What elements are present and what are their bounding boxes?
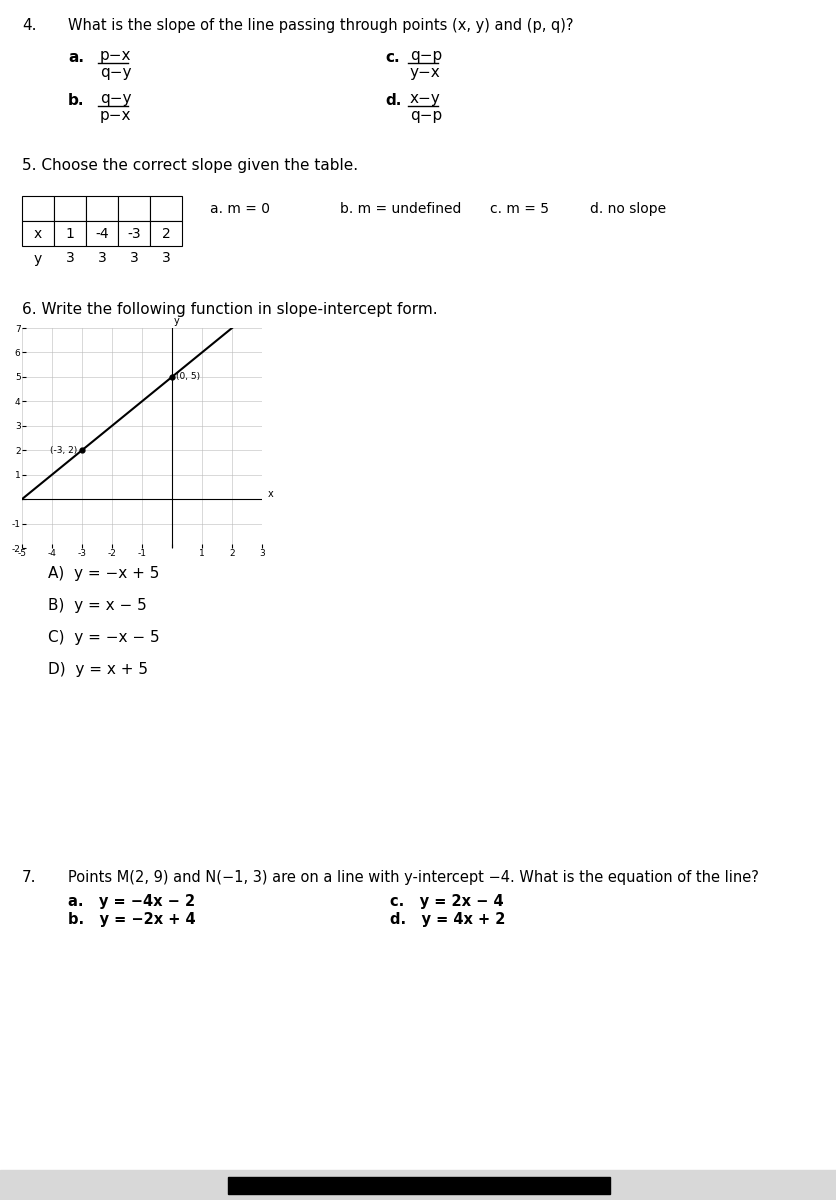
- Text: x−y: x−y: [410, 91, 441, 106]
- Text: 1: 1: [65, 227, 74, 240]
- Text: 3: 3: [130, 252, 138, 265]
- Text: a. m = 0: a. m = 0: [210, 202, 270, 216]
- Text: 3: 3: [161, 252, 171, 265]
- Text: c.: c.: [385, 50, 399, 65]
- Text: q−p: q−p: [410, 108, 441, 122]
- Text: -3: -3: [127, 227, 140, 240]
- FancyBboxPatch shape: [86, 196, 118, 221]
- Text: a.   y = −4x − 2: a. y = −4x − 2: [68, 894, 195, 910]
- FancyBboxPatch shape: [54, 221, 86, 246]
- FancyBboxPatch shape: [22, 221, 54, 246]
- Text: (-3, 2): (-3, 2): [50, 445, 78, 455]
- Text: y: y: [33, 252, 42, 265]
- Text: 5. Choose the correct slope given the table.: 5. Choose the correct slope given the ta…: [22, 158, 358, 173]
- Text: What is the slope of the line passing through points (x, y) and (p, q)?: What is the slope of the line passing th…: [68, 18, 573, 32]
- FancyBboxPatch shape: [54, 196, 86, 221]
- Bar: [0, 1170, 836, 1200]
- FancyBboxPatch shape: [22, 196, 54, 221]
- Text: y−x: y−x: [410, 65, 441, 80]
- Bar: [227, 1177, 609, 1194]
- Text: 6. Write the following function in slope-intercept form.: 6. Write the following function in slope…: [22, 302, 437, 317]
- Text: a.: a.: [68, 50, 84, 65]
- FancyBboxPatch shape: [150, 221, 181, 246]
- Text: q−y: q−y: [99, 91, 131, 106]
- Text: 7.: 7.: [22, 870, 37, 886]
- Text: d.   y = 4x + 2: d. y = 4x + 2: [390, 912, 505, 926]
- FancyBboxPatch shape: [118, 221, 150, 246]
- Text: x: x: [33, 227, 42, 240]
- Text: B)  y = x − 5: B) y = x − 5: [48, 598, 146, 613]
- Text: (0, 5): (0, 5): [176, 372, 201, 382]
- Text: 3: 3: [65, 252, 74, 265]
- Text: q−p: q−p: [410, 48, 441, 62]
- FancyBboxPatch shape: [118, 196, 150, 221]
- Text: 3: 3: [98, 252, 106, 265]
- Text: A)  y = −x + 5: A) y = −x + 5: [48, 566, 159, 581]
- Text: d.: d.: [385, 92, 401, 108]
- Text: 4.: 4.: [22, 18, 37, 32]
- Text: c. m = 5: c. m = 5: [489, 202, 548, 216]
- Text: D)  y = x + 5: D) y = x + 5: [48, 662, 148, 677]
- Text: x: x: [268, 490, 273, 499]
- Text: b.   y = −2x + 4: b. y = −2x + 4: [68, 912, 196, 926]
- Text: y: y: [173, 316, 179, 325]
- Text: c.   y = 2x − 4: c. y = 2x − 4: [390, 894, 503, 910]
- Text: p−x: p−x: [99, 108, 131, 122]
- FancyBboxPatch shape: [86, 221, 118, 246]
- Text: q−y: q−y: [99, 65, 131, 80]
- Text: b.: b.: [68, 92, 84, 108]
- Text: -4: -4: [95, 227, 109, 240]
- Text: p−x: p−x: [99, 48, 131, 62]
- FancyBboxPatch shape: [150, 196, 181, 221]
- Text: Points M(2, 9) and N(−1, 3) are on a line with y-intercept −4. What is the equat: Points M(2, 9) and N(−1, 3) are on a lin…: [68, 870, 758, 886]
- Text: C)  y = −x − 5: C) y = −x − 5: [48, 630, 160, 646]
- Text: 2: 2: [161, 227, 171, 240]
- Text: d. no slope: d. no slope: [589, 202, 665, 216]
- Text: b. m = undefined: b. m = undefined: [339, 202, 461, 216]
